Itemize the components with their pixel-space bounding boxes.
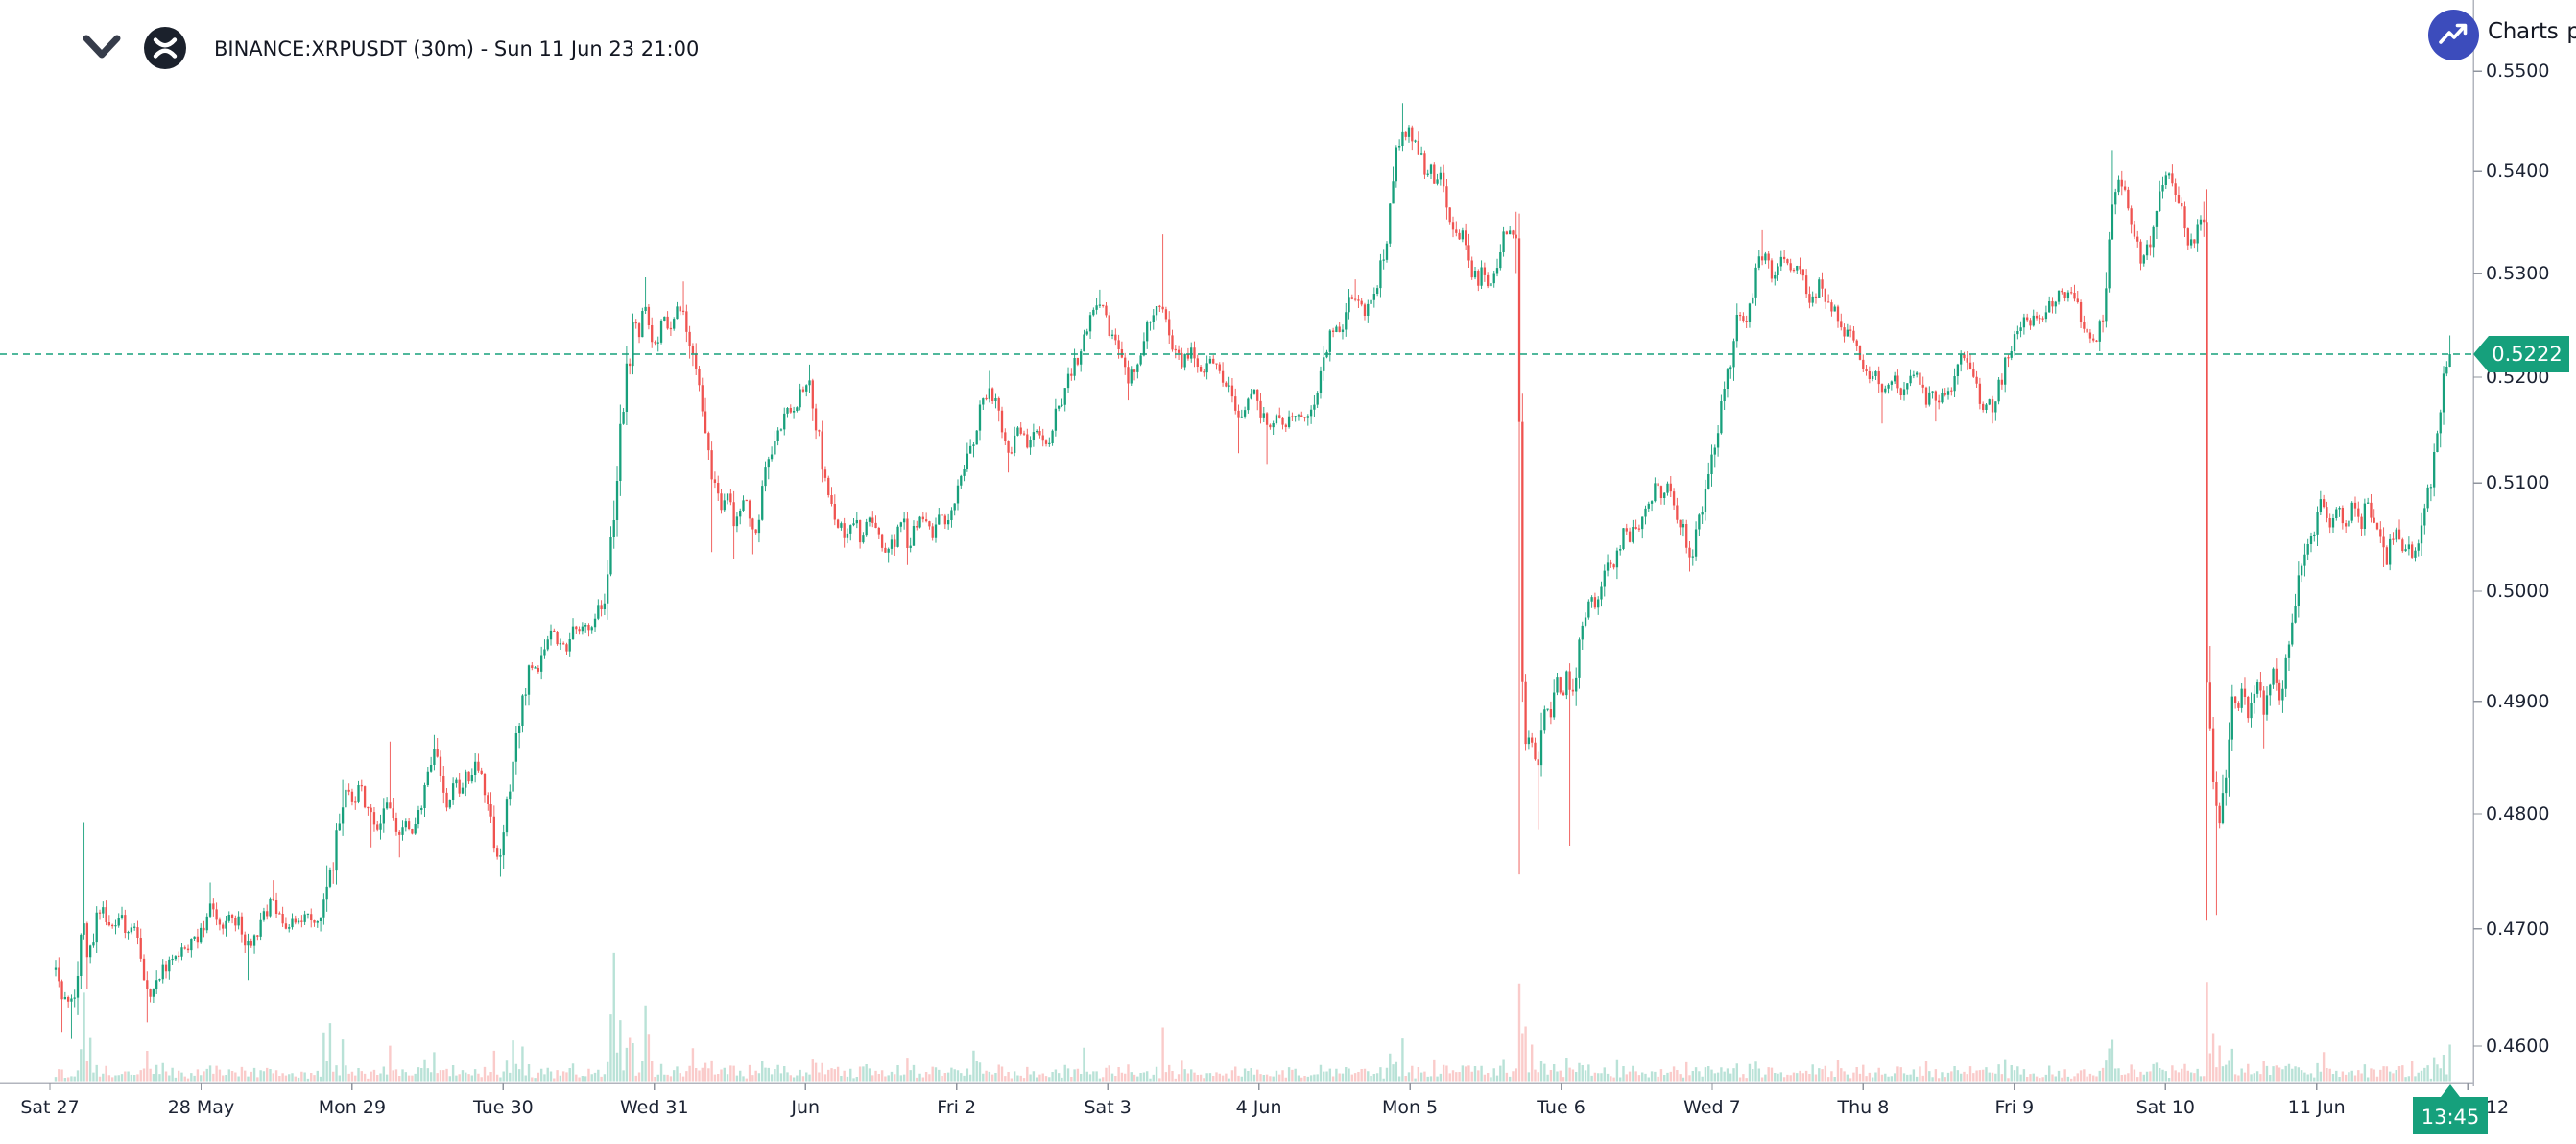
trend-arrow-icon bbox=[2439, 23, 2468, 44]
down-bodies bbox=[58, 127, 2414, 1002]
time-tick-label: Fri 9 bbox=[1994, 1097, 2035, 1118]
up-bodies bbox=[54, 127, 2451, 1002]
legend-collapse-button[interactable] bbox=[81, 33, 123, 61]
axis-ticks bbox=[49, 70, 2482, 1090]
price-tick-label: 0.5400 bbox=[2486, 160, 2550, 182]
price-tick-label: 0.4700 bbox=[2486, 918, 2550, 940]
price-tick-label: 0.4900 bbox=[2486, 690, 2550, 712]
volume-down-bars bbox=[58, 982, 2414, 1082]
volume-series bbox=[54, 952, 2451, 1082]
charts-logo-button[interactable] bbox=[2428, 10, 2479, 60]
price-tick-label: 0.5100 bbox=[2486, 472, 2550, 494]
axes bbox=[0, 0, 2474, 1086]
time-tick-label: 28 May bbox=[167, 1097, 235, 1118]
price-tick-label: 0.5500 bbox=[2486, 60, 2550, 83]
last-price-badge: 0.5222 bbox=[2473, 336, 2569, 372]
down-wicks bbox=[58, 125, 2413, 1033]
time-tick-label: Mon 29 bbox=[318, 1097, 387, 1118]
time-tick-label: Tue 30 bbox=[473, 1097, 534, 1118]
volume-up-bars bbox=[54, 952, 2451, 1082]
time-tick-label: Tue 6 bbox=[1537, 1097, 1586, 1118]
up-wicks bbox=[55, 103, 2451, 1039]
price-tick-label: 0.5300 bbox=[2486, 262, 2550, 284]
time-tick-label: Thu 8 bbox=[1837, 1097, 1890, 1118]
chevron-down-icon bbox=[83, 35, 121, 59]
symbol-title: BINANCE:XRPUSDT (30m) - Sun 11 Jun 23 21… bbox=[214, 37, 700, 60]
time-tick-label: Sat 10 bbox=[2135, 1097, 2195, 1118]
time-tick-label: 12 bbox=[2485, 1097, 2510, 1118]
xrp-logo-icon bbox=[143, 26, 187, 70]
time-tick-label: Mon 5 bbox=[1381, 1097, 1439, 1118]
last-price-value: 0.5222 bbox=[2492, 343, 2563, 366]
time-tick-label: 11 Jun bbox=[2287, 1097, 2346, 1118]
candle-series bbox=[54, 103, 2451, 1039]
time-tick-label: Wed 31 bbox=[619, 1097, 689, 1118]
price-tick-label: 0.4800 bbox=[2486, 803, 2550, 825]
time-tick-label: Fri 2 bbox=[937, 1097, 977, 1118]
time-tick-label: Jun bbox=[791, 1097, 821, 1118]
charts-watermark-clipped-text: p bbox=[2566, 19, 2576, 44]
time-tick-label: Wed 7 bbox=[1683, 1097, 1741, 1118]
price-tick-label: 0.5000 bbox=[2486, 580, 2550, 602]
time-tick-label: 4 Jun bbox=[1235, 1097, 1282, 1118]
time-tick-label: Sat 3 bbox=[1084, 1097, 1132, 1118]
price-tick-label: 0.4600 bbox=[2486, 1036, 2550, 1057]
charts-watermark-text: Charts bbox=[2488, 19, 2559, 44]
charts-watermark-link[interactable]: Charts p bbox=[2488, 19, 2576, 44]
current-time-value: 13:45 bbox=[2421, 1106, 2480, 1129]
time-tick-label: Sat 27 bbox=[20, 1097, 80, 1118]
